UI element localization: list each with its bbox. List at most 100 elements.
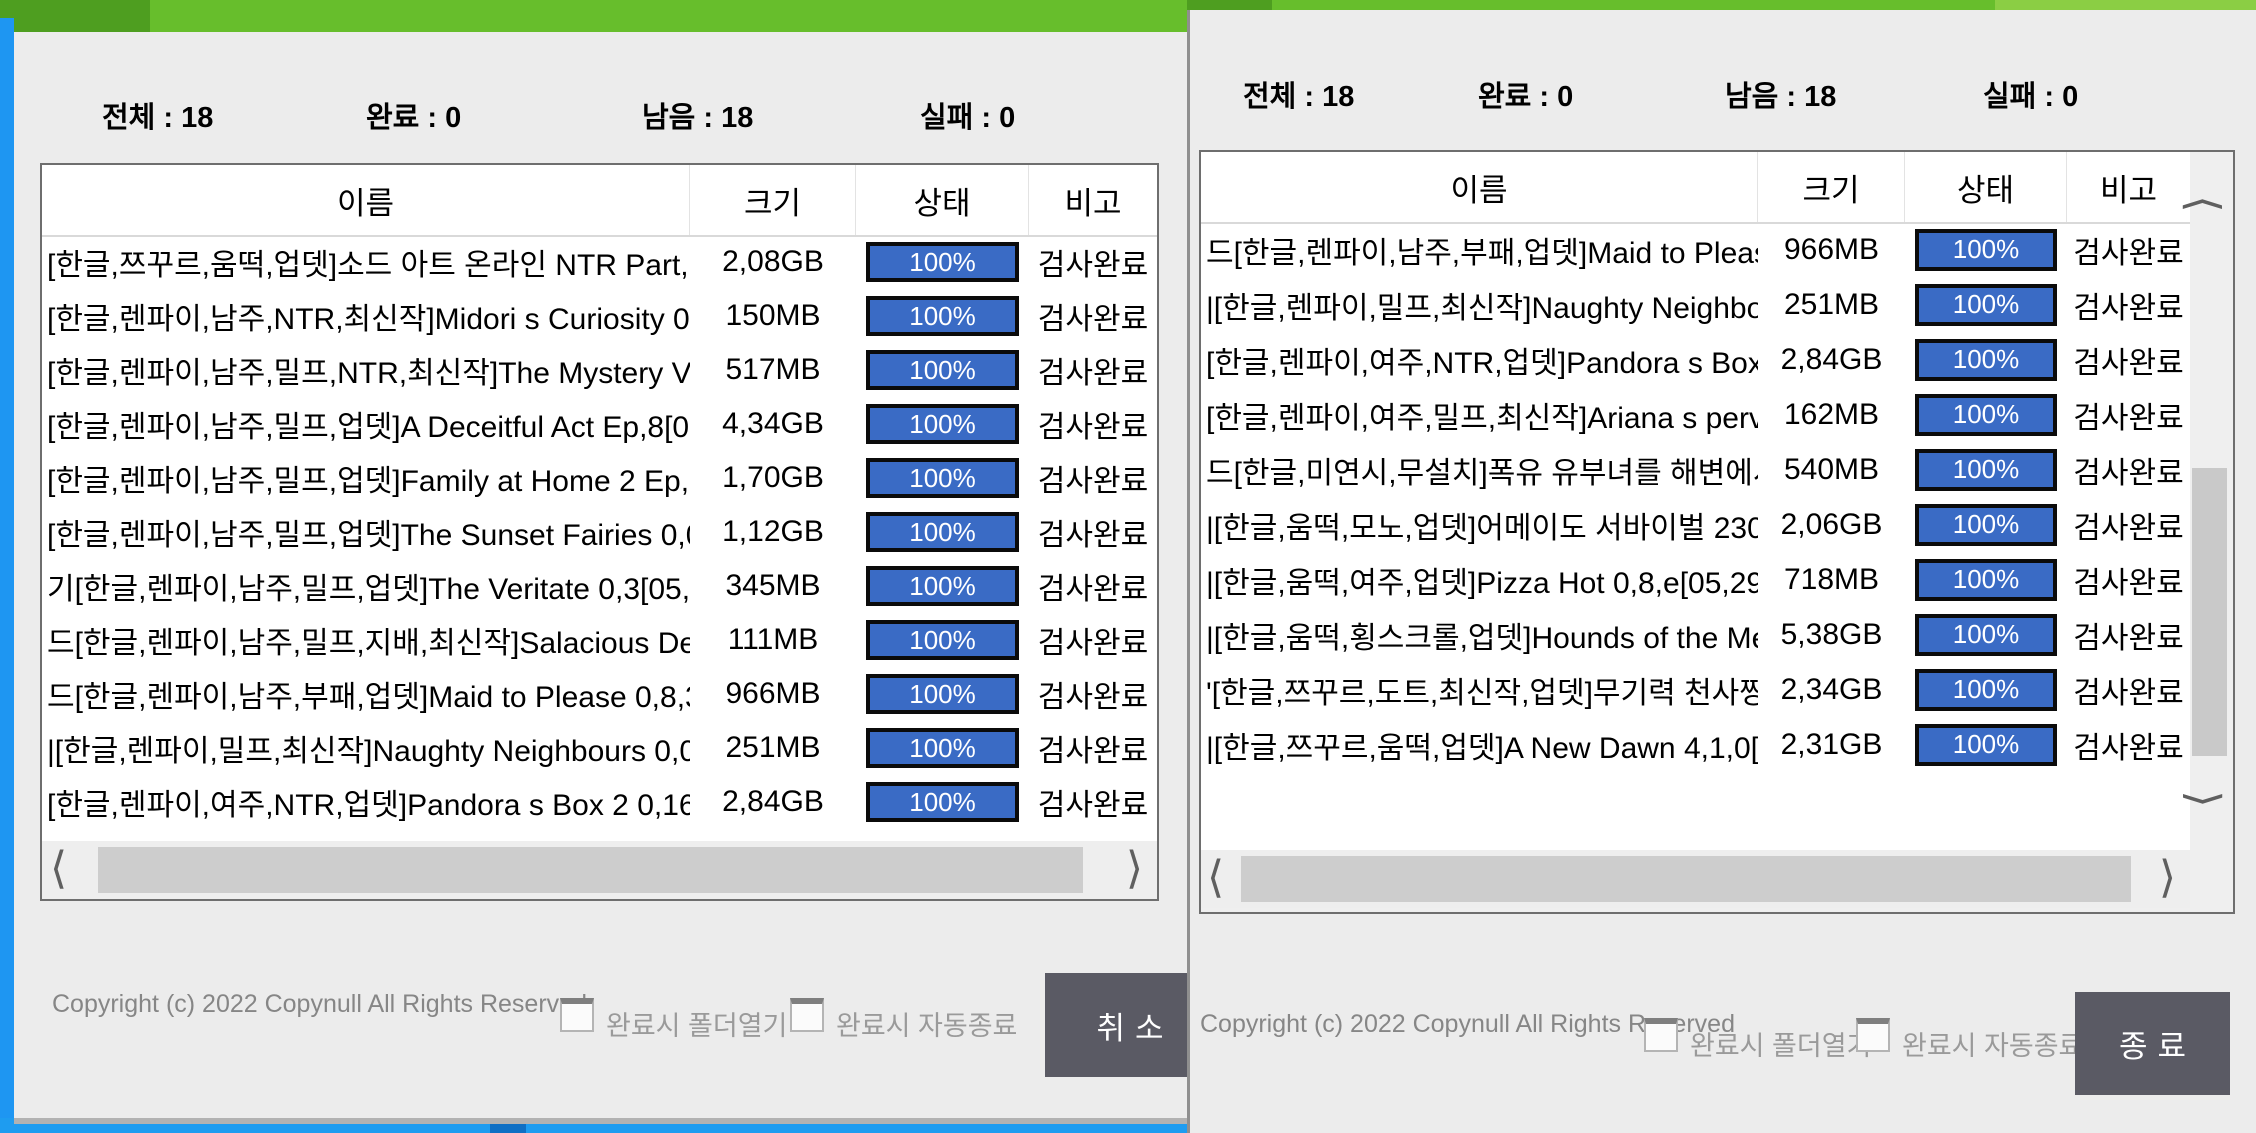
stat-done: 완료 : 0 xyxy=(1478,81,1574,113)
row-size: 966MB xyxy=(1783,232,1880,266)
row-name: [한글,렌파이,남주,밀프,업뎃]The Sunset Fairies 0,03… xyxy=(47,519,690,552)
stat-failed: 실패 : 0 xyxy=(1983,81,2079,113)
table-row[interactable]: |[한글,렌파이,밀프,최신작]Naughty Neighbours 0,01[… xyxy=(1201,277,2190,332)
scroll-right-icon[interactable]: ⟩ xyxy=(2158,853,2176,902)
scrollbar-thumb[interactable] xyxy=(1241,856,2131,902)
column-header-name[interactable]: 이름 xyxy=(1201,152,1758,222)
table-row[interactable]: [한글,렌파이,남주,밀프,NTR,최신작]The Mystery Villa … xyxy=(42,343,1157,397)
progress-bar: 100% xyxy=(866,728,1019,768)
row-status-cell: 100% xyxy=(856,404,1029,444)
scrollbar-thumb[interactable] xyxy=(2192,468,2227,756)
row-status-cell: 100% xyxy=(1905,338,2067,381)
scroll-left-icon[interactable]: ⟨ xyxy=(1207,853,1225,902)
download-table: 이름 크기 상태 비고 드[한글,렌파이,남주,부패,업뎃]Maid to Pl… xyxy=(1199,150,2235,914)
horizontal-scrollbar[interactable]: ⟨ ⟩ xyxy=(42,841,1157,899)
copyright-text: Copyright (c) 2022 Copynull All Rights R… xyxy=(52,990,587,1018)
row-size: 5,38GB xyxy=(1780,617,1883,651)
row-status-cell: 100% xyxy=(856,620,1029,660)
table-row[interactable]: [한글,렌파이,남주,밀프,업뎃]Family at Home 2 Ep,13[… xyxy=(42,451,1157,505)
row-status-cell: 100% xyxy=(1905,448,2067,491)
open-folder-checkbox[interactable] xyxy=(1644,1018,1678,1052)
row-status-cell: 100% xyxy=(1905,558,2067,601)
table-row[interactable]: [한글,렌파이,여주,NTR,업뎃]Pandora s Box 2 0,16[0… xyxy=(42,775,1157,829)
table-row[interactable]: '[한글,쯔꾸르,도트,최신작,업뎃]무기력 천사쨩은 성활학과 학 2,34G… xyxy=(1201,662,2190,717)
row-size: 150MB xyxy=(725,299,821,332)
progress-label: 100% xyxy=(1952,234,2020,264)
column-header-size[interactable]: 크기 xyxy=(1758,152,1905,222)
column-header-status[interactable]: 상태 xyxy=(856,165,1029,235)
stat-remaining: 남음 : 18 xyxy=(1725,81,1837,113)
scrollbar-thumb[interactable] xyxy=(98,847,1083,893)
left-window-green-header-bar xyxy=(0,0,1187,32)
row-status-cell: 100% xyxy=(856,512,1029,552)
progress-bar: 100% xyxy=(866,782,1019,822)
row-note: 검사완료 xyxy=(2073,731,2184,765)
column-header-size[interactable]: 크기 xyxy=(690,165,856,235)
row-size: 718MB xyxy=(1783,562,1880,596)
table-row[interactable]: [한글,렌파이,여주,NTR,업뎃]Pandora s Box 2 0,16[0… xyxy=(1201,332,2190,387)
open-folder-checkbox[interactable] xyxy=(560,998,594,1032)
table-row[interactable]: 드[한글,렌파이,남주,부패,업뎃]Maid to Please 0,8,3[0… xyxy=(1201,222,2190,277)
row-note: 검사완료 xyxy=(1037,465,1149,498)
column-header-status[interactable]: 상태 xyxy=(1905,152,2067,222)
table-row[interactable]: [한글,렌파이,여주,밀프,최신작]Ariana s perverted Dia… xyxy=(1201,387,2190,442)
download-window-left: 전체 : 18 완료 : 0 남음 : 18 실패 : 0 이름 크기 상태 비… xyxy=(14,32,1187,1124)
table-row[interactable]: 드[한글,렌파이,남주,부패,업뎃]Maid to Please 0,8,3[0… xyxy=(42,667,1157,721)
row-note: 검사완료 xyxy=(1037,303,1149,336)
scroll-left-icon[interactable]: ⟨ xyxy=(50,844,68,893)
scroll-up-icon[interactable]: ⟨ xyxy=(2178,195,2228,213)
column-header-note[interactable]: 비고 xyxy=(2099,172,2158,208)
wallpaper-green-dark-segment xyxy=(1150,0,1272,10)
progress-bar: 100% xyxy=(1915,668,2057,711)
green-header-dark-segment xyxy=(0,0,150,32)
row-name: 드[한글,렌파이,남주,밀프,지배,최신작]Salacious Desire 0… xyxy=(47,627,690,660)
vertical-scrollbar[interactable]: ⟨ ⟨ xyxy=(2178,152,2229,908)
column-header-name[interactable]: 이름 xyxy=(42,165,690,235)
open-folder-label: 완료시 폴더열기 xyxy=(606,1011,788,1041)
table-header-row: 이름 크기 상태 비고 xyxy=(1201,152,2190,224)
row-status-cell: 100% xyxy=(856,782,1029,822)
row-size: 1,70GB xyxy=(722,461,824,494)
row-name: |[한글,움떡,횡스크롤,업뎃]Hounds of the Meteor 202… xyxy=(1206,621,1758,655)
progress-label: 100% xyxy=(1952,619,2020,649)
table-row[interactable]: |[한글,움떡,여주,업뎃]Pizza Hot 0,8,e[05,29],zip… xyxy=(1201,552,2190,607)
table-row[interactable]: [한글,쯔꾸르,움떡,업뎃]소드 아트 온라인 NTR Part,1[05,29… xyxy=(42,235,1157,289)
progress-bar: 100% xyxy=(1915,613,2057,656)
row-size: 966MB xyxy=(725,677,821,710)
table-row[interactable]: [한글,렌파이,남주,밀프,업뎃]The Sunset Fairies 0,03… xyxy=(42,505,1157,559)
row-name: 드[한글,렌파이,남주,부패,업뎃]Maid to Please 0,8,3[0… xyxy=(1206,236,1758,270)
row-note: 검사완료 xyxy=(2073,291,2184,325)
row-name: [한글,쯔꾸르,움떡,업뎃]소드 아트 온라인 NTR Part,1[05,29… xyxy=(47,249,690,282)
exit-button[interactable]: 종료 xyxy=(2075,992,2230,1095)
cancel-button[interactable]: 취소 xyxy=(1045,973,1187,1077)
auto-close-label: 완료시 자동종료 xyxy=(1902,1031,2084,1061)
progress-bar: 100% xyxy=(866,350,1019,390)
progress-label: 100% xyxy=(1952,674,2020,704)
progress-label: 100% xyxy=(909,570,976,601)
row-name: |[한글,렌파이,밀프,최신작]Naughty Neighbours 0,01[… xyxy=(1206,291,1758,325)
table-row[interactable]: 드[한글,미연시,무설치]폭유 유부녀를 해변에서 생x스 시키는 클 540M… xyxy=(1201,442,2190,497)
table-row[interactable]: [한글,렌파이,남주,밀프,업뎃]A Deceitful Act Ep,8[05… xyxy=(42,397,1157,451)
row-size: 2,31GB xyxy=(1780,727,1883,761)
scroll-down-icon[interactable]: ⟨ xyxy=(2177,790,2227,808)
table-row[interactable]: 기[한글,렌파이,남주,밀프,업뎃]The Veritate 0,3[05,29… xyxy=(42,559,1157,613)
scroll-right-icon[interactable]: ⟩ xyxy=(1125,844,1143,893)
table-row[interactable]: 드[한글,렌파이,남주,밀프,지배,최신작]Salacious Desire 0… xyxy=(42,613,1157,667)
row-status-cell: 100% xyxy=(856,674,1029,714)
left-edge-blue-strip xyxy=(0,18,14,1118)
table-row[interactable]: [한글,렌파이,남주,NTR,최신작]Midori s Curiosity 0,… xyxy=(42,289,1157,343)
table-row[interactable]: |[한글,렌파이,밀프,최신작]Naughty Neighbours 0,01[… xyxy=(42,721,1157,775)
column-header-note[interactable]: 비고 xyxy=(1064,185,1122,221)
row-note: 검사완료 xyxy=(2073,676,2184,710)
auto-close-checkbox[interactable] xyxy=(790,998,824,1032)
horizontal-scrollbar[interactable]: ⟨ ⟩ xyxy=(1201,850,2190,908)
auto-close-checkbox[interactable] xyxy=(1856,1018,1890,1052)
row-name: 기[한글,렌파이,남주,밀프,업뎃]The Veritate 0,3[05,29… xyxy=(47,573,690,606)
table-row[interactable]: |[한글,움떡,모노,업뎃]어메이도 서바이벌 230527[05,29],zi… xyxy=(1201,497,2190,552)
table-row[interactable]: |[한글,움떡,횡스크롤,업뎃]Hounds of the Meteor 202… xyxy=(1201,607,2190,662)
row-note: 검사완료 xyxy=(1037,519,1149,552)
row-status-cell: 100% xyxy=(856,350,1029,390)
row-note: 검사완료 xyxy=(2073,401,2184,435)
table-row[interactable]: |[한글,쯔꾸르,움떡,업뎃]A New Dawn 4,1,0[05,29],z… xyxy=(1201,717,2190,772)
